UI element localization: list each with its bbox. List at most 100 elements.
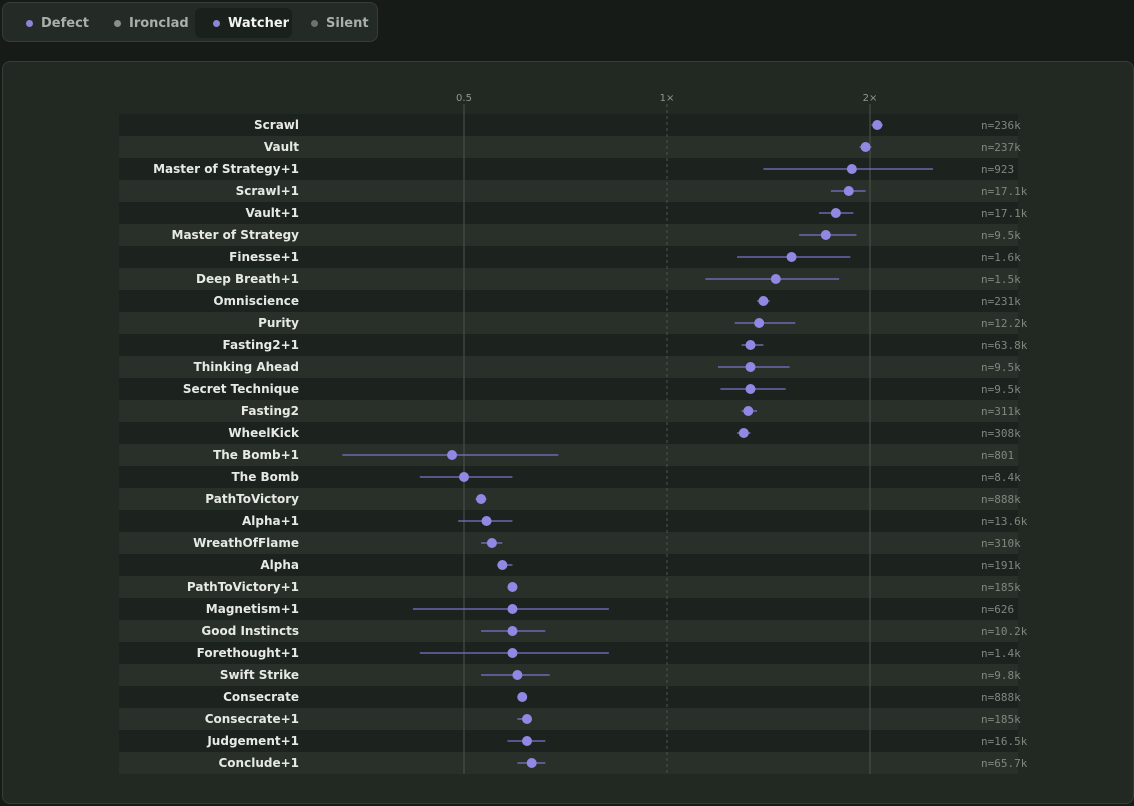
sample-size-label: n=10.2k: [981, 625, 1028, 638]
row-stripe: [119, 312, 1018, 334]
sample-size-label: n=185k: [981, 581, 1021, 594]
row-label: Deep Breath+1: [196, 272, 299, 286]
row-label: PathToVictory+1: [187, 580, 299, 594]
sample-size-label: n=923: [981, 163, 1014, 176]
row-stripe: [119, 554, 1018, 576]
silent-dot-icon: [311, 19, 318, 27]
row-label: Finesse+1: [229, 250, 299, 264]
tab-watcher[interactable]: Watcher: [195, 8, 292, 38]
row-label: Scrawl: [254, 118, 299, 132]
sample-size-label: n=63.8k: [981, 339, 1028, 352]
tab-watcher-label: Watcher: [228, 15, 290, 31]
row-label: Omniscience: [213, 294, 299, 308]
row-label: Fasting2: [241, 404, 299, 418]
sample-size-label: n=17.1k: [981, 185, 1028, 198]
row-stripe: [119, 114, 1018, 136]
row-stripe: [119, 708, 1018, 730]
row-stripe: [119, 510, 1018, 532]
data-point: [860, 142, 871, 152]
data-point: [481, 516, 492, 526]
data-point: [507, 604, 518, 614]
data-point: [497, 560, 508, 570]
data-point: [521, 736, 532, 746]
data-point: [507, 626, 518, 636]
sample-size-label: n=311k: [981, 405, 1021, 418]
data-point: [843, 186, 854, 196]
row-label: Conclude+1: [219, 756, 300, 770]
data-point: [476, 494, 487, 504]
sample-size-label: n=1.4k: [981, 647, 1021, 660]
data-point: [521, 714, 532, 724]
ironclad-dot-icon: [114, 19, 121, 27]
row-stripe: [119, 290, 1018, 312]
row-label: WheelKick: [228, 426, 300, 440]
row-stripe: [119, 356, 1018, 378]
row-stripe: [119, 752, 1018, 774]
sample-size-label: n=191k: [981, 559, 1021, 572]
data-point: [745, 362, 756, 372]
row-stripe: [119, 488, 1018, 510]
row-label: The Bomb+1: [213, 448, 299, 462]
data-point: [830, 208, 841, 218]
sample-size-label: n=9.8k: [981, 669, 1021, 682]
row-stripe: [119, 686, 1018, 708]
sample-size-label: n=237k: [981, 141, 1021, 154]
sample-size-label: n=9.5k: [981, 383, 1021, 396]
tab-defect-label: Defect: [41, 15, 90, 31]
row-label: Purity: [258, 316, 299, 330]
sample-size-label: n=308k: [981, 427, 1021, 440]
row-label: Vault: [264, 140, 299, 154]
data-point: [770, 274, 781, 284]
data-point: [745, 384, 756, 394]
data-point: [526, 758, 537, 768]
row-stripe: [119, 400, 1018, 422]
data-point: [517, 692, 528, 702]
sample-size-label: n=888k: [981, 691, 1021, 704]
data-point: [447, 450, 458, 460]
row-stripe: [119, 334, 1018, 356]
row-label: Forethought+1: [197, 646, 299, 660]
x-tick-label: 1×: [660, 93, 675, 104]
tab-defect[interactable]: Defect: [8, 8, 98, 38]
sample-size-label: n=801: [981, 449, 1014, 462]
row-label: Vault+1: [245, 206, 299, 220]
watcher-dot-icon: [213, 19, 220, 27]
sample-size-label: n=236k: [981, 119, 1021, 132]
forest-plot: 0.5 1× 2× Scrawl n=236k Vault n=237k Master of …: [119, 93, 1028, 774]
character-tabs: Defect Ironclad Watcher Silent: [2, 2, 378, 42]
data-point: [872, 120, 883, 130]
defect-dot-icon: [26, 19, 33, 27]
chart-panel: 0.5 1× 2× Scrawl n=236k Vault n=237k Master of …: [2, 61, 1134, 804]
row-label: Magnetism+1: [206, 602, 299, 616]
row-label: Master of Strategy+1: [153, 162, 299, 176]
sample-size-label: n=8.4k: [981, 471, 1021, 484]
x-tick-label: 2×: [863, 93, 878, 104]
row-label: Secret Technique: [183, 382, 299, 396]
sample-size-label: n=12.2k: [981, 317, 1028, 330]
tab-ironclad[interactable]: Ironclad: [96, 8, 196, 38]
sample-size-label: n=231k: [981, 295, 1021, 308]
sample-size-label: n=13.6k: [981, 515, 1028, 528]
data-point: [758, 296, 769, 306]
data-point: [820, 230, 831, 240]
row-label: Consecrate: [223, 690, 299, 704]
data-point: [507, 648, 518, 658]
data-point: [846, 164, 857, 174]
data-point: [512, 670, 523, 680]
row-stripe: [119, 422, 1018, 444]
row-label: Good Instincts: [201, 624, 299, 638]
tab-silent[interactable]: Silent: [293, 8, 375, 38]
row-label: Alpha+1: [242, 514, 299, 528]
row-stripe: [119, 246, 1018, 268]
row-stripe: [119, 136, 1018, 158]
sample-size-label: n=626: [981, 603, 1014, 616]
sample-size-label: n=310k: [981, 537, 1021, 550]
row-stripe: [119, 532, 1018, 554]
row-label: Thinking Ahead: [194, 360, 299, 374]
data-point: [486, 538, 497, 548]
row-stripe: [119, 664, 1018, 686]
row-stripe: [119, 378, 1018, 400]
row-label: Scrawl+1: [236, 184, 299, 198]
sample-size-label: n=1.6k: [981, 251, 1021, 264]
row-label: Fasting2+1: [223, 338, 299, 352]
